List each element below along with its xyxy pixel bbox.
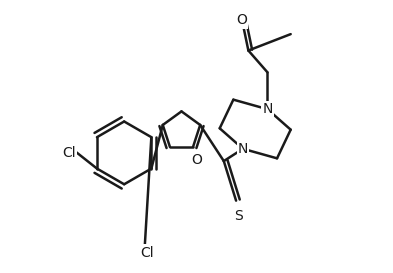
Text: Cl: Cl [141,245,154,260]
Text: N: N [262,102,273,116]
Text: N: N [238,142,248,156]
Text: O: O [191,153,202,167]
Text: S: S [235,209,243,223]
Text: Cl: Cl [63,146,76,160]
Text: O: O [236,13,247,28]
